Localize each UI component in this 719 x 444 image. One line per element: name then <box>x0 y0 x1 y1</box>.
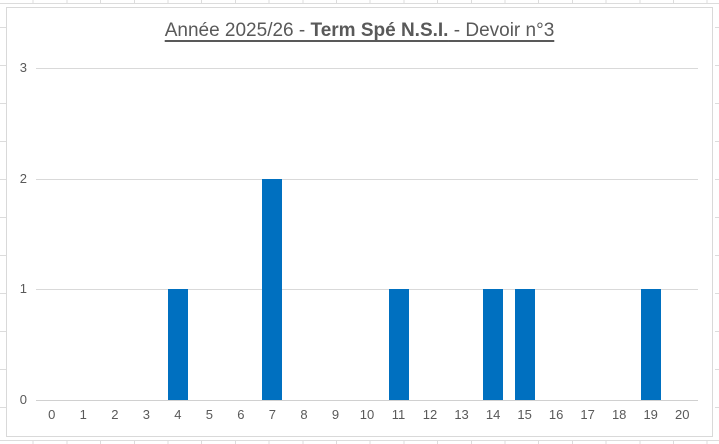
chart-frame[interactable]: Année 2025/26 - Term Spé N.S.I. - Devoir… <box>6 7 713 437</box>
x-tick-label: 12 <box>422 407 438 422</box>
y-tick-label: 0 <box>19 392 27 407</box>
chart-title: Année 2025/26 - Term Spé N.S.I. - Devoir… <box>7 20 712 42</box>
y-tick-label: 3 <box>19 60 27 75</box>
x-tick-label: 9 <box>331 407 340 422</box>
gridline <box>36 289 698 291</box>
sheet-gridline-top <box>0 3 719 4</box>
x-tick-label: 15 <box>517 407 532 422</box>
x-tick-label: 3 <box>142 407 150 422</box>
x-tick-label: 19 <box>643 407 658 422</box>
y-tick-label: 2 <box>19 170 27 186</box>
gridline <box>36 68 698 69</box>
y-tick-label: 1 <box>19 281 27 297</box>
x-axis-line <box>36 400 698 401</box>
x-tick-label: 16 <box>548 407 564 422</box>
x-tick-label: 4 <box>174 407 182 422</box>
bar-x7[interactable] <box>262 178 283 400</box>
chart-title-prefix: Année 2025/26 - <box>164 20 311 41</box>
x-tick-label: 1 <box>79 407 87 422</box>
sheet-gridline-column-stubs-top <box>0 0 719 3</box>
bar-x14[interactable] <box>483 289 504 400</box>
x-tick-label: 14 <box>485 407 501 422</box>
sheet-gridline-bottom <box>0 440 719 441</box>
sheet-gridline-row-stubs-right <box>715 0 719 444</box>
x-tick-label: 10 <box>359 407 375 422</box>
x-tick-label: 0 <box>48 407 56 422</box>
bar-x19[interactable] <box>640 289 661 400</box>
x-tick-label: 5 <box>205 407 213 422</box>
chart-title-suffix: - Devoir n°3 <box>448 20 555 41</box>
bar-x15[interactable] <box>514 289 535 400</box>
x-tick-label: 8 <box>300 407 308 422</box>
plot-area <box>36 68 698 401</box>
sheet-gridline-column-stubs-bottom <box>0 441 719 444</box>
x-tick-label: 18 <box>611 407 627 422</box>
bar-x11[interactable] <box>388 289 409 400</box>
x-tick-label: 2 <box>111 407 119 422</box>
x-tick-label: 7 <box>268 407 277 422</box>
x-tick-label: 13 <box>454 407 469 422</box>
x-tick-label: 17 <box>580 407 595 422</box>
sheet-gridline-row-stubs-left <box>0 0 6 444</box>
bar-x4[interactable] <box>167 289 188 400</box>
chart-title-class-name: Term Spé N.S.I. <box>310 20 449 41</box>
x-tick-label: 6 <box>237 407 245 422</box>
x-tick-label: 11 <box>391 407 406 422</box>
x-tick-label: 20 <box>674 407 690 422</box>
gridline <box>36 178 698 180</box>
